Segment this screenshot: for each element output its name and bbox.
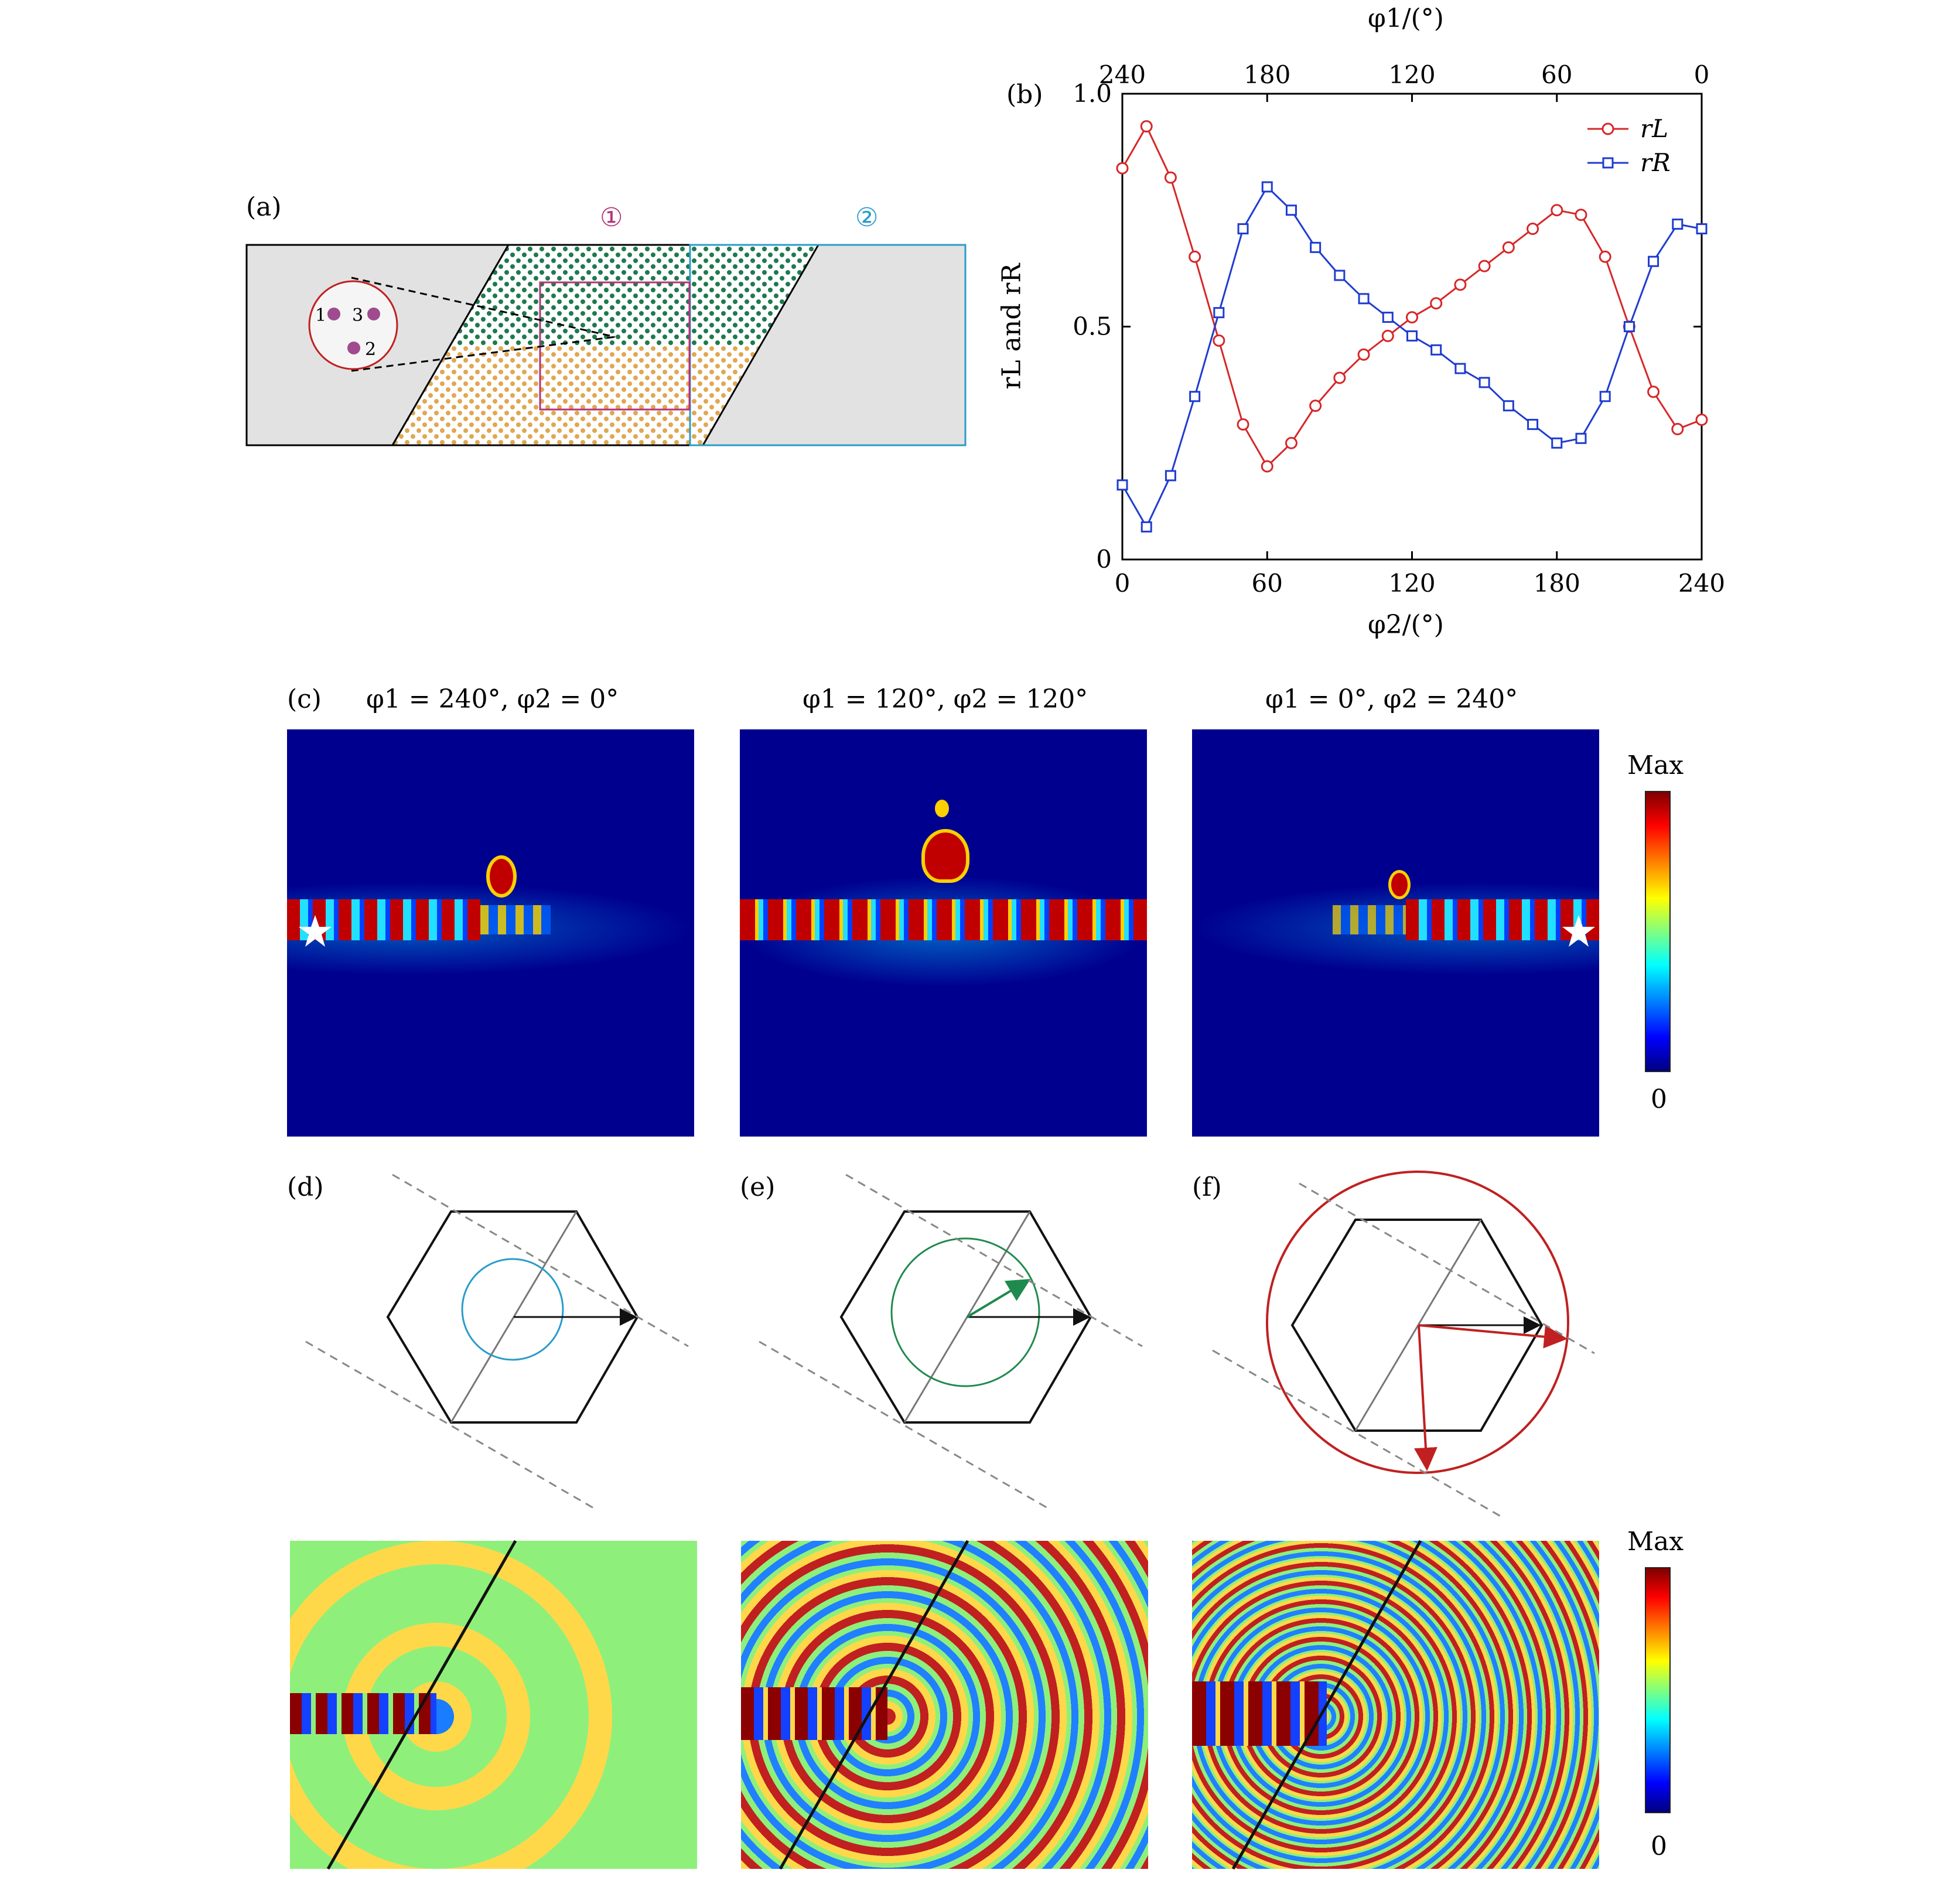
data-point-rL [1285,436,1297,449]
data-point-rL [1309,400,1322,412]
data-point-rR [1382,312,1394,323]
dot-label-2: 2 [365,339,377,360]
data-point-rL [1333,371,1346,384]
legend-marker-rL [1602,122,1614,135]
field-map-c1 [287,729,694,1137]
data-point-rL [1213,334,1225,347]
data-point-rL [1406,311,1418,324]
data-point-rL [1261,460,1273,473]
data-point-rR [1672,219,1684,230]
data-point-rR [1406,330,1418,342]
data-point-rR [1696,223,1708,235]
region-2-label: ② [855,203,879,233]
data-point-rL [1381,329,1394,342]
data-point-rL [1671,422,1684,435]
x-tick-label: 0 [1115,569,1131,598]
data-point-rR [1237,223,1249,235]
data-point-rL [1527,223,1539,236]
x-tick-label: 60 [1252,569,1283,598]
data-point-rR [1358,293,1370,305]
data-point-rL [1116,162,1129,175]
y-tick-label: 0.5 [1073,312,1112,341]
panel-c2-title: φ1 = 120°, φ2 = 120° [803,684,1088,714]
dot-label-3: 3 [352,305,364,326]
dot-label-1: 1 [315,305,327,326]
data-point-rL [1189,250,1201,263]
x2-tick-label: 60 [1541,60,1572,89]
data-point-rL [1575,209,1587,221]
data-point-rR [1261,181,1273,193]
data-point-rL [1647,385,1660,398]
y-tick-label: 1.0 [1073,79,1112,108]
colorbar-top-min-label: 0 [1651,1084,1667,1114]
data-point-rL [1357,348,1370,361]
colorbar-bottom-min-label: 0 [1651,1831,1667,1861]
x-tick-label: 180 [1534,569,1580,598]
data-point-rR [1213,307,1225,319]
legend-label-rL: rL [1640,114,1668,143]
data-point-rR [1551,437,1563,449]
x2-tick-label: 0 [1694,60,1710,89]
wave-map-e [741,1541,1148,1869]
colorbar-top [1645,791,1671,1072]
data-point-rR [1116,479,1128,491]
panel-f-label: (f) [1192,1172,1222,1202]
data-point-rL [1695,414,1708,426]
data-point-rL [1164,171,1177,184]
colorbar-top-max-label: Max [1627,750,1684,780]
panel-b-label: (b) [1006,80,1043,110]
panel-c3-title: φ1 = 0°, φ2 = 240° [1265,684,1518,714]
data-point-rL [1140,120,1153,133]
panel-c1-title: φ1 = 240°, φ2 = 0° [366,684,619,714]
data-point-rL [1502,241,1515,254]
data-point-rR [1430,344,1442,356]
panel-c-label: (c) [287,684,322,714]
x-tick-label: 120 [1388,569,1435,598]
panel-a-label: (a) [246,192,282,222]
data-point-rR [1189,391,1201,402]
colorbar-bottom [1645,1567,1671,1813]
data-point-rR [1527,418,1539,430]
region-1-label: ① [600,203,623,233]
data-point-rR [1141,521,1152,533]
source-star-icon [299,915,332,947]
chart-bottom-axis-label: φ2/(°) [1368,610,1444,640]
panel-e-label: (e) [740,1172,776,1202]
data-point-rR [1310,241,1322,253]
colorbar-bottom-max-label: Max [1627,1527,1684,1557]
data-point-rR [1285,204,1297,216]
data-point-rR [1575,432,1587,444]
source-star-icon [1562,915,1595,947]
field-map-c2 [740,729,1147,1137]
data-point-rL [1478,260,1491,272]
data-point-rR [1648,255,1659,267]
x2-tick-label: 240 [1099,60,1146,89]
data-point-rR [1599,391,1611,402]
legend-marker-rR [1602,157,1614,169]
field-map-c3 [1192,729,1599,1137]
wave-map-f [1192,1541,1599,1869]
data-point-rL [1551,204,1563,217]
data-point-rL [1599,250,1611,263]
y-tick-label: 0 [1096,545,1112,574]
data-point-rR [1334,269,1346,281]
data-point-rR [1165,470,1176,482]
x2-tick-label: 180 [1244,60,1290,89]
legend-label-rR: rR [1640,148,1671,177]
data-point-rL [1237,418,1249,431]
x-tick-label: 240 [1678,569,1725,598]
data-point-rR [1478,377,1490,388]
data-point-rL [1430,297,1443,310]
chart-top-axis-label: φ1/(°) [1368,4,1444,33]
data-point-rR [1454,363,1466,374]
data-point-rR [1503,400,1514,412]
x2-tick-label: 120 [1388,60,1435,89]
data-point-rL [1454,278,1467,291]
data-point-rR [1623,321,1635,332]
panel-d-label: (d) [287,1172,324,1202]
